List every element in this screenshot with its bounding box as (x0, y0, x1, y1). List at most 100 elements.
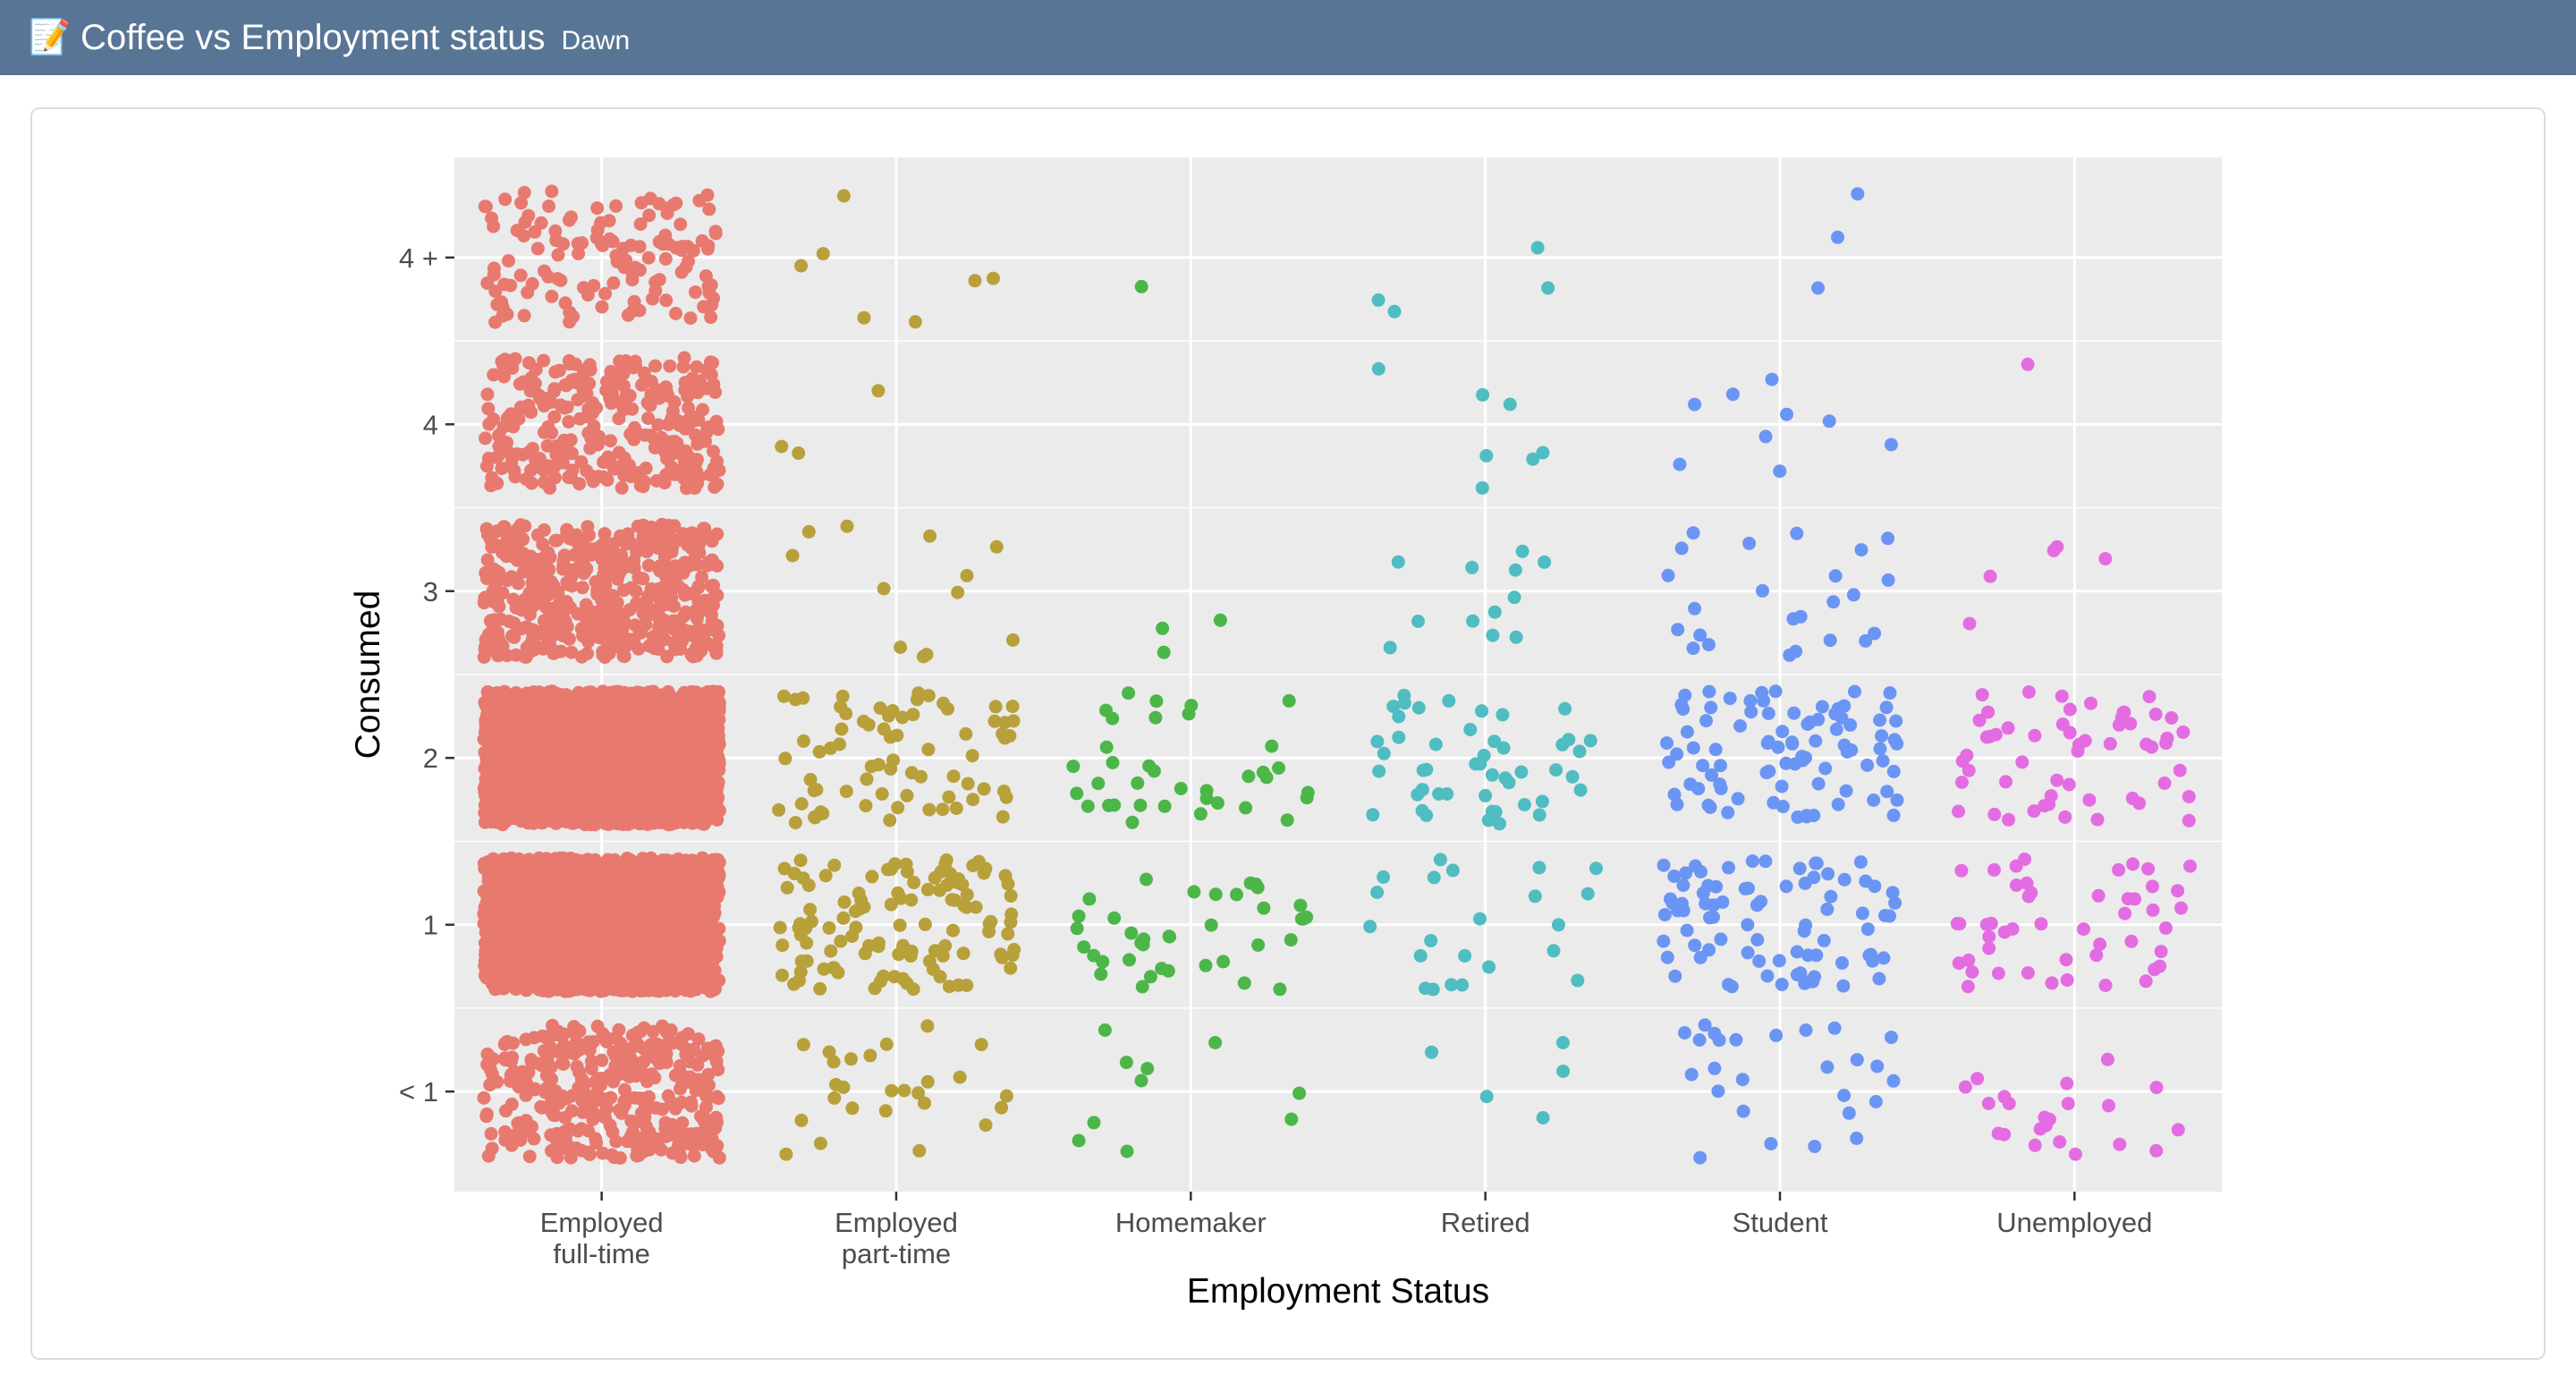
data-point (691, 1057, 705, 1072)
data-point (597, 568, 611, 582)
data-point (558, 912, 572, 927)
data-point (582, 1148, 597, 1161)
data-point (621, 889, 635, 904)
data-point (630, 1039, 644, 1053)
data-point (559, 709, 573, 724)
data-point (517, 703, 531, 717)
data-point (597, 966, 612, 980)
data-point (697, 817, 711, 831)
data-point (505, 1050, 520, 1065)
data-point (480, 1047, 495, 1061)
data-point (568, 741, 582, 755)
data-point (593, 720, 607, 734)
data-point (631, 935, 644, 949)
data-point (603, 873, 617, 887)
data-point (646, 868, 660, 882)
data-point (606, 809, 619, 823)
data-point (707, 641, 721, 654)
data-point (529, 698, 543, 712)
data-point (595, 766, 609, 780)
data-point (574, 1122, 589, 1136)
data-point (544, 794, 558, 809)
data-point (675, 1038, 690, 1052)
data-point (674, 1095, 689, 1109)
data-point (515, 1065, 530, 1079)
data-point (623, 715, 637, 729)
data-point (580, 520, 595, 534)
data-point (504, 851, 519, 865)
data-point (691, 899, 706, 912)
data-point (499, 813, 513, 828)
data-point (648, 1050, 662, 1065)
data-point (686, 974, 699, 989)
data-point (579, 873, 593, 887)
data-point (556, 1057, 571, 1071)
data-point (708, 906, 722, 920)
data-point (544, 575, 558, 589)
data-point (541, 546, 555, 560)
data-point (558, 1110, 572, 1125)
data-point (618, 1082, 631, 1097)
data-point (707, 1144, 721, 1159)
data-point (555, 953, 570, 967)
data-point (575, 581, 589, 595)
data-point (639, 705, 653, 718)
data-point (582, 1103, 597, 1117)
data-point (678, 805, 692, 819)
data-point (509, 963, 523, 978)
data-point (695, 851, 709, 865)
data-point (685, 954, 699, 968)
data-point (485, 910, 499, 924)
data-point (580, 936, 594, 950)
data-point (694, 881, 708, 895)
data-point (497, 793, 511, 807)
data-point (484, 1126, 498, 1141)
data-point (572, 794, 586, 808)
data-point (511, 899, 525, 913)
data-point (698, 963, 712, 977)
data-point (480, 937, 495, 951)
data-point (601, 692, 615, 707)
data-point (521, 757, 535, 770)
data-point (675, 694, 690, 709)
data-point (712, 934, 726, 948)
data-point (581, 720, 596, 734)
memo-icon: 📝 (29, 19, 72, 56)
data-point (627, 1116, 641, 1131)
data-point (521, 898, 535, 912)
data-point (699, 929, 713, 944)
data-point (482, 705, 496, 719)
data-point (501, 712, 515, 726)
data-point (523, 549, 538, 564)
data-point (584, 1062, 598, 1075)
data-point (538, 877, 552, 891)
data-point (545, 720, 558, 734)
data-point (676, 565, 691, 580)
data-point (490, 1074, 504, 1089)
data-point (652, 959, 666, 973)
data-point (564, 1150, 578, 1165)
data-point (681, 727, 695, 742)
data-point (538, 1085, 552, 1099)
data-point (651, 607, 665, 621)
data-point (596, 980, 610, 994)
data-point (580, 647, 595, 660)
data-point (480, 553, 495, 567)
data-point (588, 700, 602, 714)
data-point (682, 921, 696, 935)
data-point (661, 1128, 675, 1142)
data-point (522, 1150, 537, 1164)
data-point (482, 797, 496, 811)
data-point (701, 1127, 716, 1142)
data-point (599, 1099, 614, 1113)
data-point (533, 964, 547, 979)
data-point (672, 709, 686, 723)
data-point (642, 1134, 657, 1149)
data-point (608, 921, 623, 935)
data-point (625, 862, 640, 876)
data-point (702, 756, 716, 770)
data-point (699, 1089, 714, 1103)
data-point (479, 590, 493, 605)
data-point (598, 1110, 612, 1125)
